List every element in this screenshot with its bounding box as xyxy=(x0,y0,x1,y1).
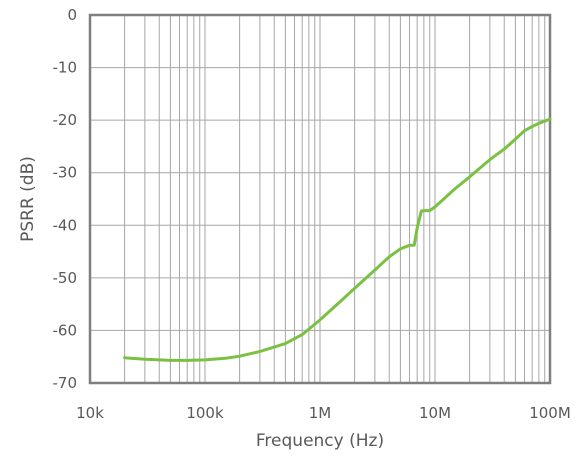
y-tick-label: -30 xyxy=(53,164,78,182)
y-axis-title: PSRR (dB) xyxy=(18,156,38,242)
x-axis-title: Frequency (Hz) xyxy=(256,431,384,451)
grid xyxy=(90,15,550,383)
y-tick-labels: 0 -10 -20 -30 -40 -50 -60 -70 xyxy=(53,6,78,392)
y-tick-label: -20 xyxy=(53,111,78,129)
y-tick-label: -40 xyxy=(53,216,78,234)
x-tick-labels: 10k 100k 1M 10M 100M xyxy=(76,404,571,422)
y-tick-label: 0 xyxy=(67,6,77,24)
x-tick-label: 10M xyxy=(419,404,451,422)
psrr-series-line xyxy=(123,117,552,362)
y-tick-label: -50 xyxy=(53,269,78,287)
y-tick-label: -60 xyxy=(53,321,78,339)
x-tick-label: 100k xyxy=(186,404,224,422)
plot-frame xyxy=(88,13,552,385)
y-tick-label: -70 xyxy=(53,374,78,392)
series-group xyxy=(123,117,552,362)
y-tick-label: -10 xyxy=(53,59,78,77)
x-tick-label: 1M xyxy=(309,404,332,422)
x-tick-label: 100M xyxy=(529,404,571,422)
x-tick-label: 10k xyxy=(76,404,104,422)
